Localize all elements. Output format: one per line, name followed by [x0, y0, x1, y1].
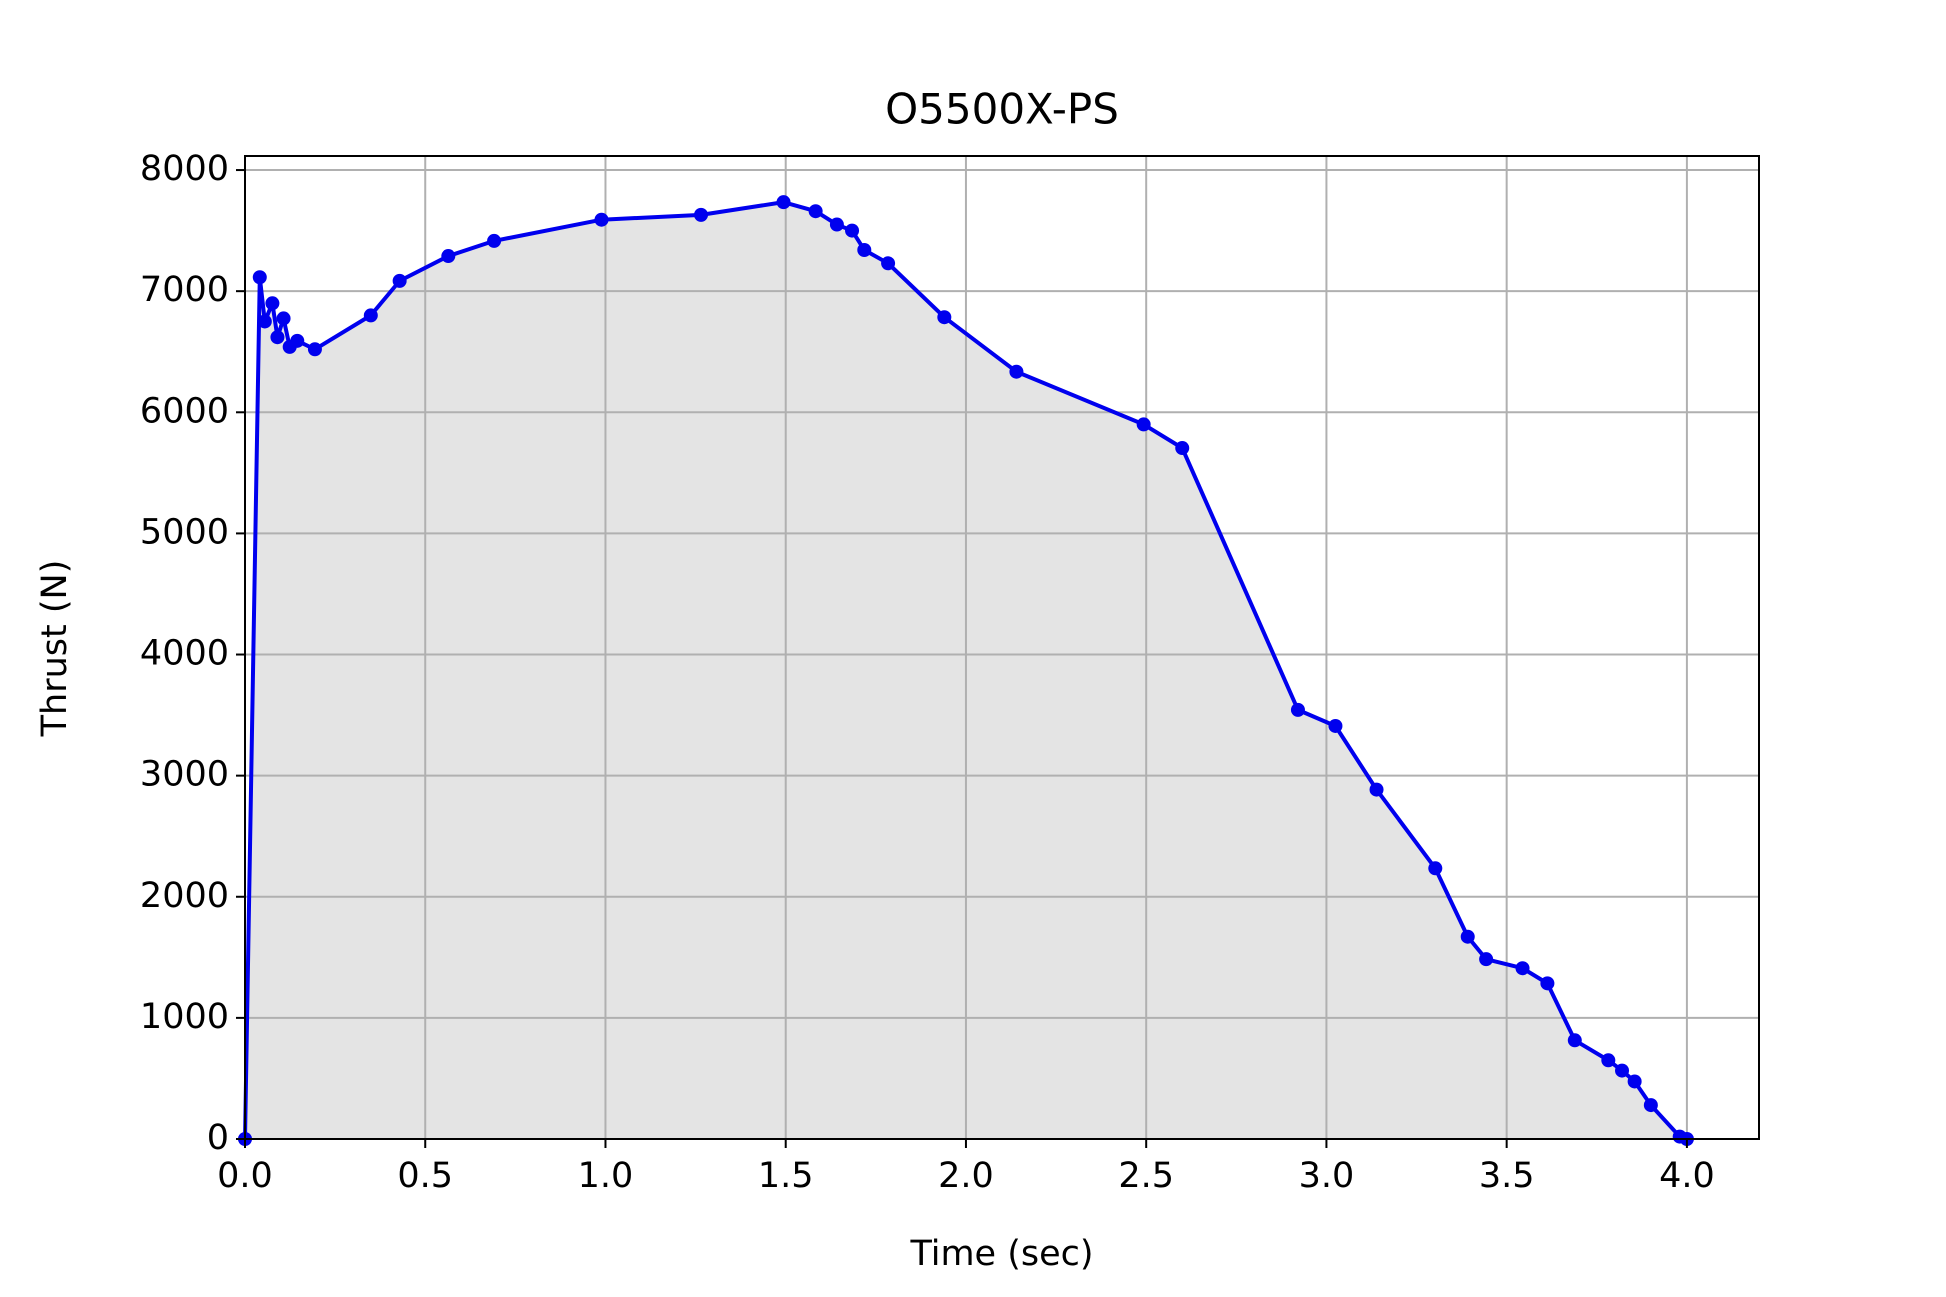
point	[487, 233, 502, 248]
point	[1009, 364, 1024, 379]
point	[1175, 441, 1190, 456]
x-tick-label: 1.5	[758, 1156, 814, 1196]
x-tick-label: 4.0	[1659, 1156, 1715, 1196]
point	[694, 207, 709, 222]
y-tick-label: 4000	[140, 634, 229, 674]
x-tick-label: 2.0	[938, 1156, 994, 1196]
point	[363, 308, 378, 323]
point	[776, 195, 791, 210]
point	[1615, 1063, 1630, 1078]
x-axis-label: Time (sec)	[909, 1234, 1093, 1274]
plot-frame	[244, 155, 1760, 1140]
point	[845, 223, 860, 238]
point	[441, 249, 456, 264]
point	[270, 330, 285, 345]
point	[1643, 1098, 1658, 1113]
point	[257, 314, 272, 329]
y-tick-label: 7000	[140, 270, 229, 310]
y-axis-label: Thrust (N)	[35, 560, 75, 738]
point	[1328, 718, 1343, 733]
point	[265, 296, 280, 311]
y-tick-label: 0	[207, 1118, 229, 1158]
point	[1515, 961, 1530, 976]
y-tick-label: 6000	[140, 391, 229, 431]
point	[392, 273, 407, 288]
point	[1460, 929, 1475, 944]
point	[1540, 976, 1555, 991]
x-tick-label: 1.0	[578, 1156, 634, 1196]
chart-title: O5500X-PS	[885, 85, 1119, 134]
point	[307, 342, 322, 357]
y-tick-label: 1000	[140, 997, 229, 1037]
y-tick-label: 5000	[140, 512, 229, 552]
point	[937, 310, 952, 325]
point	[1627, 1074, 1642, 1089]
x-tick-label: 0.0	[217, 1156, 273, 1196]
y-tick-label: 2000	[140, 876, 229, 916]
point	[1369, 782, 1384, 797]
point	[276, 311, 291, 326]
point	[290, 333, 305, 348]
y-tick-label: 3000	[140, 755, 229, 795]
x-tick-label: 3.5	[1479, 1156, 1535, 1196]
point	[252, 270, 267, 285]
x-tick-label: 2.5	[1118, 1156, 1174, 1196]
y-tick-label: 8000	[140, 149, 229, 189]
point	[857, 242, 872, 257]
point	[1567, 1033, 1582, 1048]
point	[808, 204, 823, 219]
point	[1136, 417, 1151, 432]
x-tick-label: 0.5	[397, 1156, 453, 1196]
x-tick-label: 3.0	[1299, 1156, 1355, 1196]
point	[881, 256, 896, 271]
point	[1479, 952, 1494, 967]
point	[1290, 702, 1305, 717]
point	[1601, 1053, 1616, 1068]
point	[594, 212, 609, 227]
point	[829, 217, 844, 232]
point	[1428, 861, 1443, 876]
